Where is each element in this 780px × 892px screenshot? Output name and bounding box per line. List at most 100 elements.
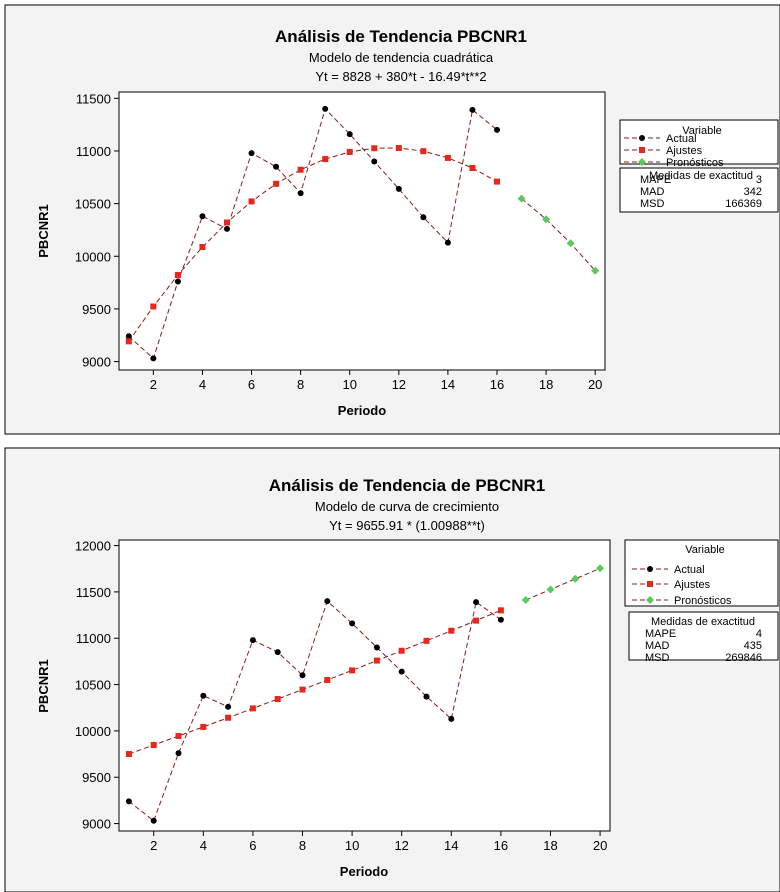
accuracy-label: MAPE (645, 628, 676, 640)
accuracy-title: Medidas de exactitud (649, 170, 753, 182)
point-ajustes (249, 705, 256, 712)
x-tick-label: 16 (494, 838, 508, 853)
axis-ticks: 2 4 6 8 10 12 14 16 18 20 9000 9500 10000 10500 11000 1… (75, 539, 607, 853)
point-pronósticos (596, 564, 605, 573)
point-ajustes (473, 617, 480, 624)
x-tick-label: 10 (342, 377, 356, 392)
x-tick-label: 14 (441, 377, 455, 392)
accuracy-label: MSD (645, 652, 670, 664)
point-ajustes (423, 637, 430, 644)
y-tick-label: 11000 (76, 144, 111, 159)
plot-area (118, 91, 606, 371)
y-axis-label: PBCNR1 (36, 204, 51, 257)
point-ajustes (448, 627, 455, 634)
point-ajustes (297, 166, 304, 173)
point-actual (224, 225, 230, 232)
accuracy-rows: MAPE 4 MAD 435 MSD 269846 (645, 628, 762, 664)
point-actual (150, 817, 157, 824)
accuracy-label: MAD (645, 640, 670, 652)
point-pronósticos (521, 595, 530, 604)
series-line-pronósticos (521, 198, 596, 272)
point-actual (444, 239, 451, 246)
accuracy-value: 435 (744, 640, 762, 652)
x-tick-label: 16 (490, 377, 504, 392)
point-ajustes (346, 148, 353, 155)
legend-label-actual: Actual (666, 133, 697, 145)
point-pronósticos (566, 239, 575, 248)
point-ajustes (200, 723, 207, 730)
accuracy-frame (628, 611, 779, 661)
x-tick-label: 2 (150, 838, 157, 853)
point-ajustes (150, 303, 157, 310)
series-line-actual (128, 107, 498, 360)
legend-label-ajustes: Ajustes (666, 145, 703, 157)
point-actual (200, 692, 207, 699)
point-actual (273, 163, 280, 170)
accuracy-value: 342 (744, 186, 762, 198)
accuracy-rows: MAPE 3 MAD 342 MSD 166369 (640, 174, 762, 210)
point-ajustes (420, 148, 427, 155)
accuracy-value: 3 (756, 174, 762, 186)
point-actual (398, 668, 405, 675)
point-ajustes (174, 272, 181, 279)
point-actual (274, 649, 281, 656)
x-tick-label: 6 (248, 377, 255, 392)
x-tick-label: 4 (199, 377, 206, 392)
plot-area (118, 539, 611, 832)
point-actual (497, 616, 504, 623)
y-tick-label: 12000 (75, 539, 111, 554)
accuracy-value: 166369 (725, 198, 762, 210)
series-line-ajustes (128, 147, 498, 342)
x-tick-label: 20 (588, 377, 602, 392)
point-actual (297, 190, 304, 197)
chart-growth-curve: Análisis de Tendencia de PBCNR1 Modelo d… (4, 447, 780, 892)
point-ajustes (398, 647, 405, 654)
accuracy-label: MAD (640, 186, 665, 198)
point-ajustes (324, 677, 331, 684)
point-ajustes (373, 657, 380, 664)
series-lines (128, 567, 601, 822)
y-tick-label: 10000 (75, 724, 111, 739)
point-ajustes (125, 750, 132, 757)
legend-marker-actual (639, 135, 645, 141)
legend-marker-actual (647, 566, 653, 572)
point-ajustes (199, 244, 206, 251)
point-actual (199, 213, 206, 220)
series-line-ajustes (128, 609, 502, 755)
point-actual (125, 333, 132, 340)
x-tick-label: 20 (593, 838, 607, 853)
chart-subtitle: Modelo de curva de crecimiento (315, 499, 499, 514)
point-pronósticos (571, 574, 580, 583)
point-actual (395, 185, 402, 192)
point-ajustes (125, 338, 132, 345)
point-pronósticos (546, 585, 555, 594)
point-pronósticos (591, 266, 600, 275)
accuracy-title: Medidas de exactitud (651, 616, 755, 628)
x-tick-label: 4 (200, 838, 207, 853)
y-tick-label: 9500 (82, 302, 111, 317)
x-tick-label: 12 (394, 838, 408, 853)
y-axis-label: PBCNR1 (36, 659, 51, 712)
point-ajustes (273, 180, 280, 187)
accuracy-box: Medidas de exactitud MAPE 4 MAD 435 MSD 26984… (628, 611, 779, 664)
legend-title: Variable (685, 544, 725, 556)
legend-marker-pronósticos (638, 158, 646, 166)
point-ajustes (225, 714, 232, 721)
point-actual (175, 750, 182, 757)
y-tick-label: 10500 (75, 197, 111, 212)
series-markers (125, 564, 605, 824)
point-actual (324, 598, 331, 605)
point-actual (423, 693, 430, 700)
point-ajustes (469, 165, 476, 172)
point-actual (371, 158, 378, 165)
chart-equation: Yt = 8828 + 380*t - 16.49*t**2 (315, 69, 486, 84)
accuracy-label: MAPE (640, 174, 671, 186)
series-line-pronósticos (525, 567, 601, 601)
x-tick-label: 2 (150, 377, 157, 392)
point-ajustes (494, 178, 500, 185)
legend-label-actual: Actual (674, 564, 705, 576)
